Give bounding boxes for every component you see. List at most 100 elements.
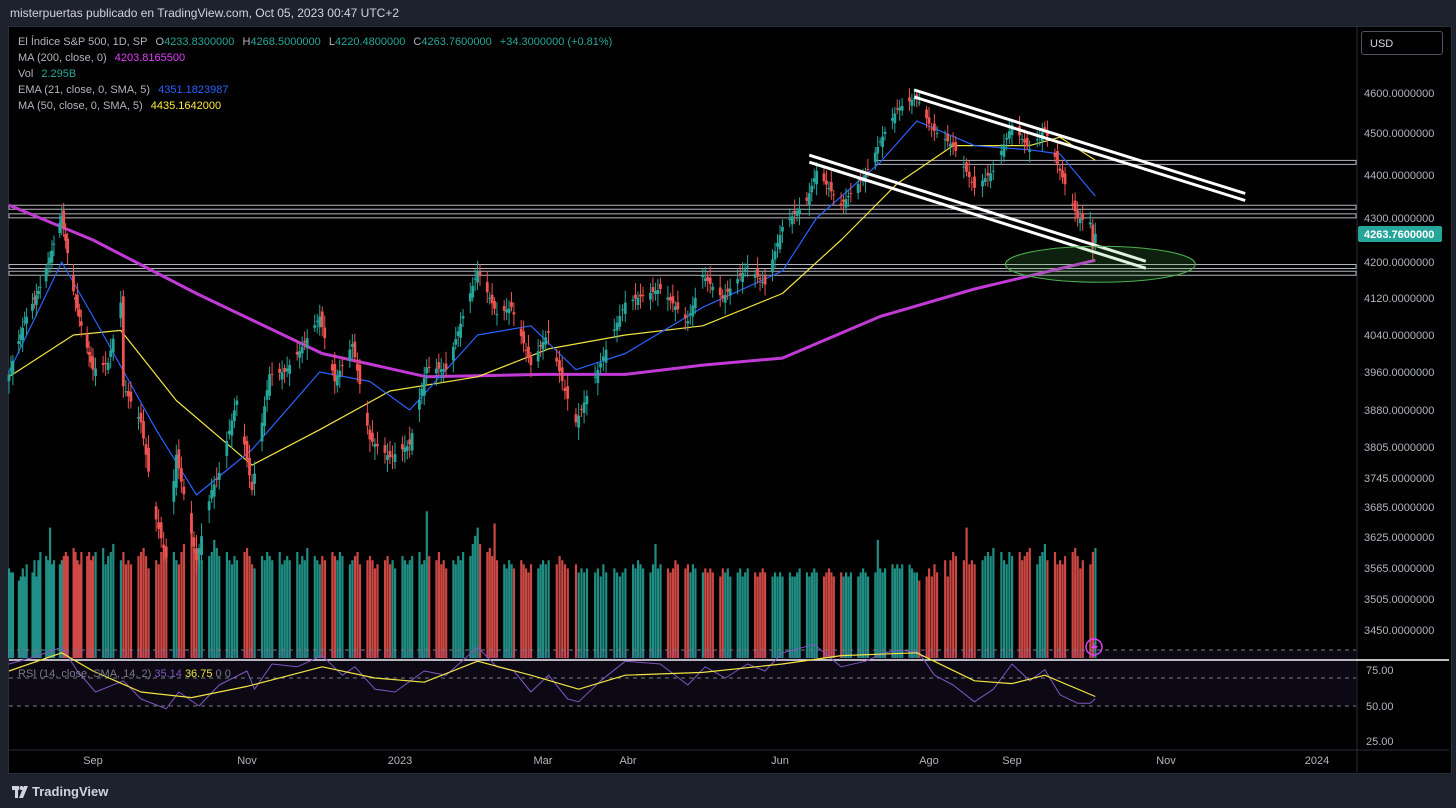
candle-body bbox=[295, 351, 299, 355]
rsi-pane[interactable]: 75.00 50.00 25.00 bbox=[8, 643, 1449, 748]
candle-body bbox=[621, 309, 624, 311]
volume-bar bbox=[830, 572, 833, 658]
candle-body bbox=[849, 193, 853, 195]
volume-bar bbox=[503, 564, 506, 658]
candle-body bbox=[688, 313, 692, 315]
volume-bar bbox=[411, 556, 414, 658]
candle-body bbox=[999, 151, 1003, 155]
volume-bar bbox=[94, 552, 97, 658]
volume-bar bbox=[493, 523, 496, 658]
volume-bar bbox=[17, 580, 20, 658]
volume-bar bbox=[368, 556, 372, 658]
candle-body bbox=[908, 97, 911, 102]
volume-bar bbox=[296, 552, 299, 658]
volume-bar bbox=[840, 572, 843, 658]
volume-bar bbox=[566, 568, 569, 659]
volume-bar bbox=[142, 548, 145, 658]
candle-body bbox=[795, 211, 799, 216]
candle-body bbox=[333, 363, 337, 382]
volume-bar bbox=[333, 556, 336, 658]
candle-body bbox=[673, 306, 677, 310]
candle-body bbox=[736, 279, 740, 284]
time-scale[interactable]: Sep Nov 2023 Mar Abr Jun Ago Sep Nov 2024 bbox=[9, 749, 1449, 767]
price-scale[interactable]: 4600.0000000 4500.0000000 4400.0000000 4300… bbox=[1356, 27, 1442, 772]
candle-body bbox=[856, 184, 860, 193]
legend-ma50-row: MA (50, close, 0, SMA, 5) 4435.1642000 bbox=[18, 98, 617, 114]
volume-bar bbox=[676, 564, 679, 658]
price-tick-label: 3625.0000000 bbox=[1364, 532, 1434, 544]
volume-bar bbox=[88, 552, 91, 658]
volume-bar bbox=[459, 560, 462, 658]
volume-bar bbox=[721, 568, 724, 659]
volume-bar bbox=[764, 572, 767, 658]
candle-body bbox=[437, 362, 441, 369]
candle-body bbox=[31, 303, 34, 311]
volume-bar bbox=[796, 572, 799, 658]
volume-bar bbox=[686, 564, 689, 658]
volume-bar bbox=[864, 572, 867, 658]
candle-body bbox=[711, 286, 715, 291]
candle-body bbox=[651, 287, 655, 292]
volume-bar bbox=[746, 568, 749, 659]
volume-bar bbox=[1094, 548, 1097, 658]
candle-body bbox=[522, 331, 526, 344]
candle-body bbox=[547, 331, 550, 333]
candle-body bbox=[596, 369, 600, 383]
candle-body bbox=[21, 327, 25, 341]
candle-body bbox=[756, 268, 759, 277]
volume-bar bbox=[288, 560, 291, 658]
candle-body bbox=[495, 314, 499, 316]
volume-bar bbox=[218, 556, 221, 658]
rsi-legend-value: 35.14 bbox=[154, 668, 182, 680]
volume-bar bbox=[331, 552, 334, 658]
candle-body bbox=[832, 194, 836, 196]
candle-body bbox=[1010, 125, 1014, 135]
volume-bar bbox=[198, 552, 201, 658]
rsi-tick-label: 25.00 bbox=[1366, 736, 1394, 748]
candle-body bbox=[225, 441, 229, 456]
candle-body bbox=[986, 172, 990, 176]
volume-bar bbox=[842, 576, 845, 658]
volume-bar bbox=[47, 560, 50, 658]
candle-body bbox=[74, 297, 77, 300]
candle-body bbox=[876, 147, 880, 154]
legend-ma200-label: MA (200, close, 0) bbox=[18, 52, 107, 64]
horizontal-level-line bbox=[8, 270, 1357, 276]
volume-bar bbox=[425, 511, 428, 658]
volume-bar bbox=[348, 564, 351, 658]
candle-body bbox=[917, 102, 921, 104]
volume-bar bbox=[160, 552, 163, 658]
candle-body bbox=[1093, 233, 1097, 244]
flash-icon bbox=[1085, 638, 1103, 656]
volume-bar bbox=[583, 572, 586, 658]
volume-bar bbox=[233, 556, 236, 658]
volume-bar bbox=[1089, 564, 1092, 658]
volume-bar bbox=[318, 564, 321, 658]
rsi-line bbox=[8, 643, 1096, 710]
currency-selector[interactable]: USD bbox=[1361, 31, 1443, 55]
volume-bar bbox=[49, 527, 52, 658]
volume-bar bbox=[520, 560, 523, 658]
candle-body bbox=[859, 179, 863, 182]
price-tick-label: 3745.0000000 bbox=[1364, 473, 1434, 485]
volume-bar bbox=[104, 564, 107, 658]
volume-bar bbox=[605, 572, 608, 658]
candle-body bbox=[728, 288, 732, 296]
candle-body bbox=[615, 322, 619, 331]
drawings[interactable] bbox=[808, 88, 1246, 656]
candle-body bbox=[388, 450, 392, 458]
candle-body bbox=[350, 344, 354, 347]
candle-body bbox=[174, 454, 178, 488]
candle-body bbox=[954, 142, 958, 151]
channel-lower-line-2 bbox=[808, 160, 1147, 270]
candle-body bbox=[970, 181, 974, 183]
candle-body bbox=[456, 331, 460, 336]
candle-body bbox=[129, 391, 133, 402]
candle-body bbox=[89, 355, 93, 363]
volume-bar bbox=[321, 556, 324, 658]
candle-body bbox=[585, 396, 589, 405]
volume-bar bbox=[356, 552, 359, 658]
volume-bar bbox=[928, 568, 931, 659]
candle-body bbox=[676, 302, 680, 310]
